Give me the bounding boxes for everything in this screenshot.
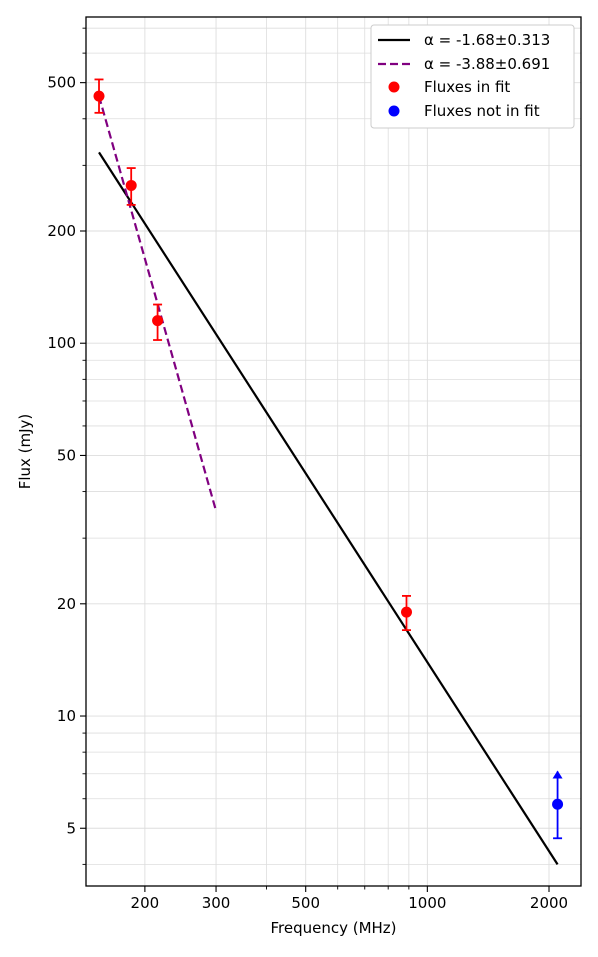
legend-label-fluxes-not-in-fit: Fluxes not in fit — [424, 102, 540, 120]
data-point — [93, 90, 105, 102]
plot-series — [93, 78, 564, 865]
legend-label-alpha-fit-all: α = -1.68±0.313 — [424, 31, 550, 49]
grid — [86, 17, 581, 886]
x-tick-label: 1000 — [408, 894, 446, 912]
x-tick-label: 500 — [291, 894, 320, 912]
x-tick-label: 200 — [131, 894, 160, 912]
x-tick-label: 2000 — [530, 894, 568, 912]
y-tick-label: 100 — [47, 334, 76, 352]
y-tick-label: 20 — [57, 595, 76, 613]
y-tick-label: 500 — [47, 74, 76, 92]
x-axis-label: Frequency (MHz) — [270, 919, 396, 937]
fit-line-series-0 — [98, 151, 559, 865]
legend-swatch-fluxes-not-in-fit — [388, 105, 400, 117]
data-point — [552, 798, 564, 810]
fit-line-series-1 — [97, 95, 218, 512]
data-point — [401, 606, 413, 618]
legend-label-alpha-fit-low: α = -3.88±0.691 — [424, 55, 550, 73]
y-tick-label: 50 — [57, 446, 76, 464]
y-tick-label: 200 — [47, 222, 76, 240]
y-tick-label: 10 — [57, 707, 76, 725]
data-point — [152, 315, 164, 327]
y-tick-label: 5 — [66, 819, 76, 837]
y-axis-label: Flux (mJy) — [16, 414, 34, 490]
data-point — [125, 179, 137, 191]
legend-label-fluxes-in-fit: Fluxes in fit — [424, 78, 510, 96]
plot-frame — [85, 16, 582, 887]
legend-swatch-fluxes-in-fit — [388, 81, 400, 93]
x-tick-label: 300 — [202, 894, 231, 912]
legend-box — [370, 24, 575, 129]
legend: α = -1.68±0.313 α = -3.88±0.691 Fluxes i… — [370, 24, 575, 129]
axis-ticks: 200 300 500 1000 2000 5 10 20 50 100 200 500 — [47, 27, 568, 912]
limit-arrow-head — [552, 770, 563, 779]
